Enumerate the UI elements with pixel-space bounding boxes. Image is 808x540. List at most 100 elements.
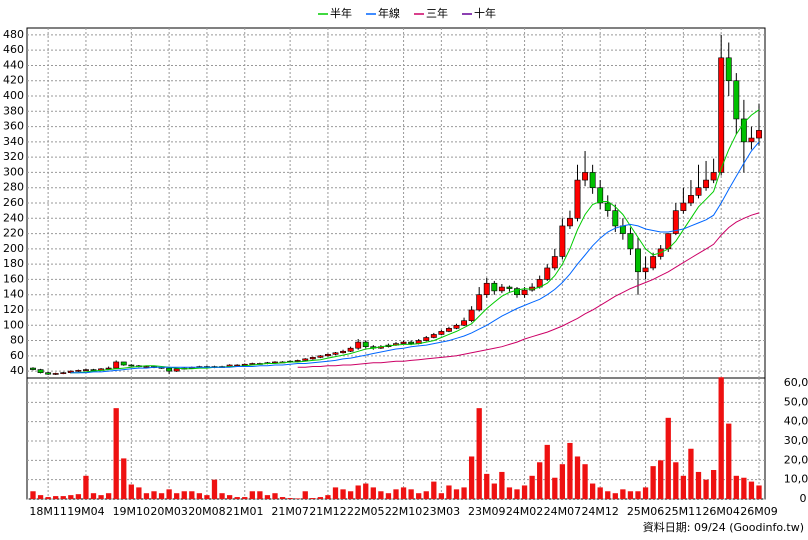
volume-bar	[468, 456, 475, 499]
candle-body	[143, 366, 150, 368]
y-tick-label: 300	[3, 165, 24, 178]
y-tick-label: 80	[10, 334, 24, 347]
volume-bar	[310, 498, 316, 499]
legend-label: 年線	[378, 6, 400, 20]
y-tick-label: 140	[3, 288, 24, 301]
volume-bar	[521, 485, 528, 499]
volume-bar	[658, 460, 664, 499]
candle-body	[45, 372, 52, 375]
volume-bar	[234, 497, 240, 499]
volume-bar	[605, 491, 611, 499]
candle-body	[559, 225, 566, 257]
candle-body	[582, 172, 589, 181]
volume-bar	[552, 477, 558, 499]
candle-body	[355, 341, 362, 349]
candle-body	[619, 225, 626, 234]
candle-body	[574, 179, 581, 219]
volume-bar	[499, 471, 505, 499]
volume-bar	[589, 483, 596, 499]
candle-body	[491, 282, 498, 292]
y-tick-label: 100	[3, 318, 24, 331]
volume-bar	[453, 489, 460, 499]
candle-body	[650, 256, 657, 269]
candle-body	[604, 202, 611, 211]
x-tick-label: 24M02	[506, 505, 544, 518]
volume-bar	[325, 495, 331, 499]
volume-bar	[68, 495, 74, 499]
volume-bar	[53, 496, 59, 499]
y-tick-label: 120	[3, 303, 24, 316]
volume-bar	[491, 483, 497, 499]
volume-bar	[461, 487, 467, 499]
volume-bar	[567, 442, 573, 499]
volume-bar	[688, 448, 694, 499]
candle-body	[461, 320, 468, 326]
volume-bar	[226, 495, 233, 499]
volume-bar	[423, 491, 429, 499]
x-tick-label: 21M01	[226, 505, 264, 518]
y2-tick-label: 40,000	[784, 415, 808, 428]
candle-body	[340, 350, 347, 354]
candle-body	[544, 267, 551, 280]
volume-bar	[620, 489, 626, 499]
x-tick-label: 23M03	[423, 505, 461, 518]
x-tick-label: 19M10	[113, 505, 151, 518]
volume-bar	[756, 485, 762, 499]
volume-bar	[385, 493, 392, 499]
candle-body	[438, 331, 445, 335]
volume-bar	[249, 491, 255, 499]
ma-line	[70, 141, 760, 374]
volume-bar	[158, 493, 165, 499]
y-tick-label: 480	[3, 28, 24, 41]
volume-bar	[242, 497, 248, 499]
volume-bar	[703, 479, 709, 499]
candle-body	[740, 118, 747, 143]
y2-tick-label: 50,000	[784, 395, 808, 408]
candle-body	[249, 363, 256, 365]
volume-bar	[378, 491, 384, 499]
volume-bar	[75, 494, 82, 499]
volume-bar	[726, 423, 732, 499]
x-tick-label: 24M07	[544, 505, 582, 518]
candle-body	[52, 373, 59, 375]
y-tick-label: 380	[3, 104, 24, 117]
volume-bar	[340, 489, 346, 499]
candle-body	[718, 57, 725, 173]
legend-label: 十年	[474, 6, 496, 20]
candle-body	[317, 355, 324, 358]
x-tick-label: 26M09	[740, 505, 778, 518]
candle-body	[241, 363, 248, 366]
volume-bar	[514, 489, 520, 499]
volume-bar	[680, 475, 687, 499]
candle-body	[105, 367, 112, 370]
x-tick-label: 21M12	[309, 505, 347, 518]
candle-body	[30, 367, 36, 370]
ma-line	[70, 109, 760, 374]
candle-body	[710, 172, 717, 181]
y-tick-label: 320	[3, 150, 24, 163]
y-tick-label: 60	[10, 349, 24, 362]
volume-bar	[45, 497, 51, 499]
x-tick-label: 21M07	[271, 505, 309, 518]
volume-bar	[196, 493, 203, 499]
volume-bar	[741, 477, 747, 499]
candle-body	[113, 361, 120, 369]
candle-body	[309, 357, 316, 360]
volume-bar	[574, 456, 581, 499]
volume-bar	[128, 484, 134, 499]
candle-body	[272, 361, 278, 364]
volume-bar	[219, 493, 225, 499]
volume-bar	[98, 495, 104, 499]
volume-bar	[90, 493, 97, 499]
legend-label: 半年	[330, 6, 352, 20]
volume-bar	[748, 481, 755, 499]
volume-bar	[257, 491, 263, 499]
volume-bar	[143, 493, 150, 499]
volume-bar	[559, 464, 566, 499]
candle-body	[687, 195, 694, 204]
volume-bar	[189, 491, 195, 499]
volume-bar	[484, 473, 490, 499]
candle-body	[90, 369, 97, 371]
volume-bar	[400, 487, 407, 499]
y2-tick-label: 60,000	[784, 376, 808, 389]
